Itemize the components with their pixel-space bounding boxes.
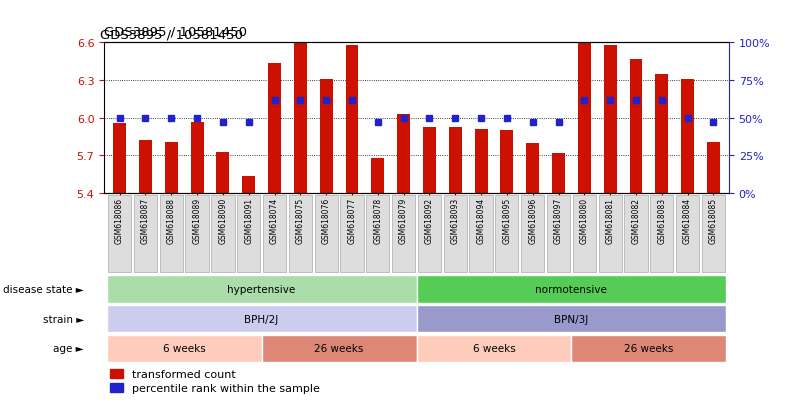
Bar <box>655 75 668 194</box>
Bar <box>372 159 384 194</box>
Text: GSM618086: GSM618086 <box>115 198 124 244</box>
Bar <box>604 46 617 194</box>
FancyBboxPatch shape <box>237 195 260 273</box>
FancyBboxPatch shape <box>702 195 725 273</box>
FancyBboxPatch shape <box>521 195 545 273</box>
Bar <box>449 127 461 194</box>
Bar <box>113 123 126 194</box>
Text: age ►: age ► <box>54 344 84 354</box>
Text: GSM618085: GSM618085 <box>709 198 718 244</box>
Text: GSM618088: GSM618088 <box>167 198 175 244</box>
Text: GSM618087: GSM618087 <box>141 198 150 244</box>
Text: strain ►: strain ► <box>43 314 84 324</box>
Text: GSM618097: GSM618097 <box>554 198 563 244</box>
Text: GSM618080: GSM618080 <box>580 198 589 244</box>
Bar <box>630 59 642 194</box>
FancyBboxPatch shape <box>107 305 417 332</box>
Text: GSM618095: GSM618095 <box>502 198 511 244</box>
FancyBboxPatch shape <box>598 195 622 273</box>
Bar <box>191 122 203 194</box>
Text: GSM618076: GSM618076 <box>322 198 331 244</box>
Bar <box>475 130 488 194</box>
FancyBboxPatch shape <box>108 195 131 273</box>
FancyBboxPatch shape <box>417 305 727 332</box>
FancyBboxPatch shape <box>315 195 338 273</box>
FancyBboxPatch shape <box>650 195 674 273</box>
FancyBboxPatch shape <box>211 195 235 273</box>
Bar <box>294 43 307 194</box>
Bar <box>578 43 591 194</box>
Bar <box>501 131 513 194</box>
Text: GSM618093: GSM618093 <box>451 198 460 244</box>
Text: GDS3895 / 10581450: GDS3895 / 10581450 <box>104 25 248 38</box>
FancyBboxPatch shape <box>417 335 571 362</box>
Bar <box>345 46 358 194</box>
Text: GDS3895 / 10581450: GDS3895 / 10581450 <box>100 28 244 41</box>
Text: GSM618094: GSM618094 <box>477 198 485 244</box>
Text: normotensive: normotensive <box>536 284 607 294</box>
Bar <box>552 154 565 194</box>
Text: 26 weeks: 26 weeks <box>624 344 674 354</box>
FancyBboxPatch shape <box>366 195 389 273</box>
Bar <box>242 176 256 194</box>
Text: GSM618079: GSM618079 <box>399 198 409 244</box>
Bar <box>268 64 281 194</box>
FancyBboxPatch shape <box>288 195 312 273</box>
FancyBboxPatch shape <box>573 195 596 273</box>
FancyBboxPatch shape <box>159 195 183 273</box>
FancyBboxPatch shape <box>571 335 727 362</box>
Text: BPH/2J: BPH/2J <box>244 314 279 324</box>
Text: 6 weeks: 6 weeks <box>163 344 206 354</box>
FancyBboxPatch shape <box>676 195 699 273</box>
Text: disease state ►: disease state ► <box>3 284 84 294</box>
Text: GSM618075: GSM618075 <box>296 198 305 244</box>
Text: 26 weeks: 26 weeks <box>314 344 364 354</box>
FancyBboxPatch shape <box>418 195 441 273</box>
Text: GSM618090: GSM618090 <box>219 198 227 244</box>
FancyBboxPatch shape <box>469 195 493 273</box>
Bar <box>320 80 332 194</box>
FancyBboxPatch shape <box>392 195 415 273</box>
Text: GSM618078: GSM618078 <box>373 198 382 244</box>
FancyBboxPatch shape <box>107 275 417 303</box>
Legend: transformed count, percentile rank within the sample: transformed count, percentile rank withi… <box>110 369 320 393</box>
Bar <box>139 141 152 194</box>
FancyBboxPatch shape <box>186 195 209 273</box>
Text: GSM618082: GSM618082 <box>631 198 641 244</box>
Text: GSM618092: GSM618092 <box>425 198 434 244</box>
Text: hypertensive: hypertensive <box>227 284 296 294</box>
FancyBboxPatch shape <box>340 195 364 273</box>
FancyBboxPatch shape <box>262 335 417 362</box>
Bar <box>707 142 720 194</box>
FancyBboxPatch shape <box>444 195 467 273</box>
FancyBboxPatch shape <box>134 195 157 273</box>
Text: BPN/3J: BPN/3J <box>554 314 589 324</box>
Bar <box>681 80 694 194</box>
Text: GSM618084: GSM618084 <box>683 198 692 244</box>
Bar <box>216 152 229 194</box>
Text: GSM618074: GSM618074 <box>270 198 279 244</box>
Bar <box>423 127 436 194</box>
Text: GSM618091: GSM618091 <box>244 198 253 244</box>
FancyBboxPatch shape <box>107 335 262 362</box>
Text: GSM618096: GSM618096 <box>528 198 537 244</box>
Bar <box>165 142 178 194</box>
FancyBboxPatch shape <box>624 195 647 273</box>
Text: GSM618081: GSM618081 <box>606 198 614 244</box>
Bar <box>526 144 539 194</box>
FancyBboxPatch shape <box>547 195 570 273</box>
FancyBboxPatch shape <box>417 275 727 303</box>
FancyBboxPatch shape <box>263 195 286 273</box>
Text: GSM618077: GSM618077 <box>348 198 356 244</box>
FancyBboxPatch shape <box>495 195 518 273</box>
Text: 6 weeks: 6 weeks <box>473 344 515 354</box>
Text: GSM618089: GSM618089 <box>192 198 202 244</box>
Text: GSM618083: GSM618083 <box>658 198 666 244</box>
Bar <box>397 115 410 194</box>
